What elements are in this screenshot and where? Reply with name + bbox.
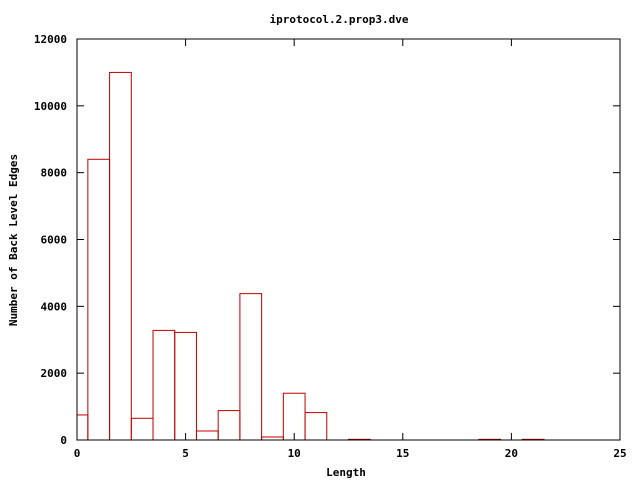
bar-length-3: [130, 417, 154, 441]
y-tick-label: 2000: [41, 367, 68, 380]
x-tick-label: 25: [613, 447, 626, 460]
y-axis-label: Number of Back Level Edges: [7, 154, 20, 326]
chart-title: iprotocol.2.prop3.dve: [269, 13, 408, 26]
bar-length-0: [76, 414, 89, 441]
y-tick-label: 6000: [41, 234, 68, 247]
y-tick-label: 0: [60, 434, 67, 447]
x-tick-label: 5: [182, 447, 189, 460]
bar-length-1: [87, 158, 111, 441]
bar-length-5: [174, 331, 197, 441]
y-axis-ticks: 0 2000 4000 6000 8000 10000 12000: [34, 33, 620, 447]
y-tick-label: 12000: [34, 33, 67, 46]
plot-area-frame: [76, 38, 621, 441]
x-tick-label: 0: [74, 447, 81, 460]
bar-length-2: [109, 71, 132, 441]
x-axis-ticks: 0 5 10 15 20 25: [74, 39, 627, 460]
y-tick-label: 10000: [34, 100, 67, 113]
x-tick-label: 20: [505, 447, 518, 460]
bar-length-7: [217, 410, 241, 441]
bar-length-6: [195, 430, 219, 441]
y-tick-label: 8000: [41, 167, 68, 180]
y-tick-label: 4000: [41, 300, 68, 313]
bar-length-10: [282, 392, 306, 441]
bar-length-4: [152, 329, 176, 441]
x-tick-label: 10: [288, 447, 301, 460]
bars-group: [76, 71, 545, 441]
x-tick-label: 15: [396, 447, 409, 460]
x-axis-label: Length: [326, 466, 366, 479]
bar-length-8: [239, 293, 263, 441]
bar-length-11: [304, 412, 328, 441]
